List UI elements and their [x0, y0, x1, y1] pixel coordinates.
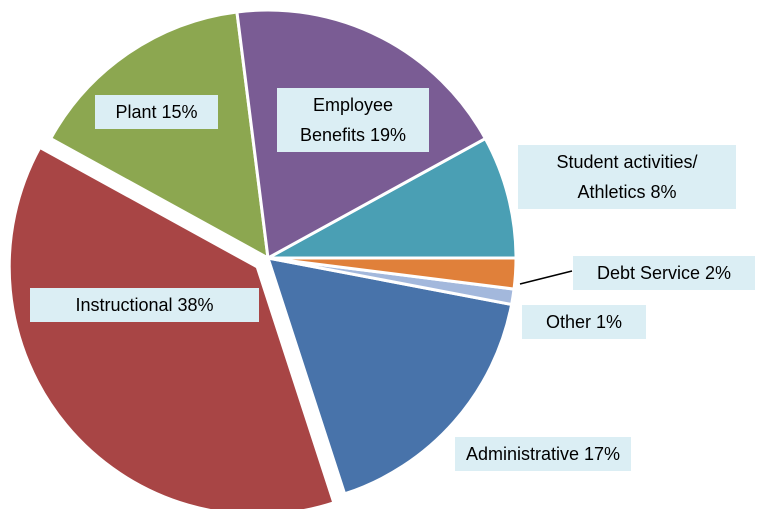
category-label: Other — [545, 312, 591, 332]
category-label: Plant — [115, 102, 157, 122]
data-label: Employee Benefits 19% — [277, 88, 429, 152]
category-label: Debt Service — [596, 263, 700, 283]
value-label: 17% — [584, 444, 621, 464]
data-label: Plant 15% — [95, 95, 218, 129]
category-label: Employee Benefits — [299, 95, 394, 145]
value-label: 19% — [370, 125, 407, 145]
data-label: Debt Service 2% — [573, 256, 755, 290]
data-label: Administrative 17% — [455, 437, 631, 471]
value-label: 38% — [177, 295, 214, 315]
data-label: Student activities/ Athletics 8% — [518, 145, 736, 209]
leader-line — [519, 270, 573, 285]
category-label: Instructional — [75, 295, 173, 315]
category-label: Administrative — [465, 444, 579, 464]
pie-slice — [7, 145, 336, 509]
pie-slice — [267, 136, 518, 260]
value-label: 15% — [161, 102, 198, 122]
value-label: 8% — [650, 182, 677, 202]
category-label: Student activities/ Athletics — [556, 152, 698, 202]
data-label: Other 1% — [522, 305, 646, 339]
pie-slice — [265, 256, 514, 496]
data-label: Instructional 38% — [30, 288, 259, 322]
value-label: 1% — [596, 312, 623, 332]
value-label: 2% — [705, 263, 732, 283]
pie-slice — [48, 10, 270, 261]
